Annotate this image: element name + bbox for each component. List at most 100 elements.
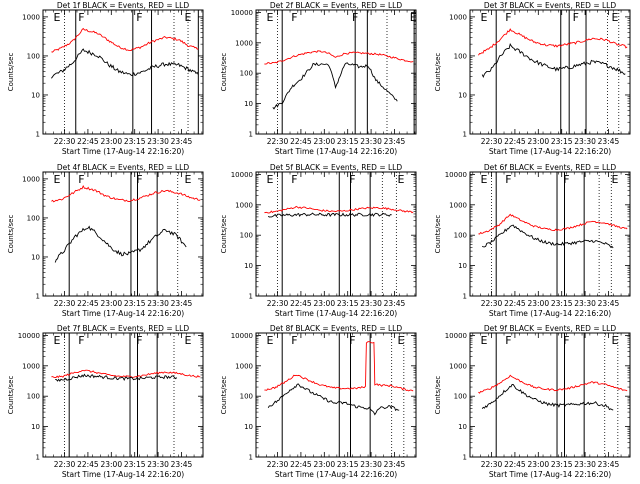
x-axis-label: Start Time (17-Aug-14 22:16:20): [275, 309, 397, 318]
y-tick-label: 1000: [22, 13, 40, 21]
x-tick-label: 23:30: [147, 137, 169, 146]
x-tick-label: 23:30: [360, 460, 382, 469]
region-label: E: [54, 173, 61, 186]
x-tick-label: 23:15: [551, 460, 573, 469]
y-axis-label: Counts/sec: [7, 376, 15, 415]
x-tick-label: 23:15: [337, 137, 359, 146]
region-label: E: [481, 173, 488, 186]
y-tick-label: 10000: [445, 171, 467, 179]
plot-frame: [469, 332, 631, 458]
x-tick-label: 23:15: [551, 137, 573, 146]
y-tick-label: 1: [249, 454, 253, 462]
y-tick-label: 100: [240, 70, 253, 78]
region-label: F: [505, 173, 511, 186]
region-label: F: [78, 173, 84, 186]
x-tick-label: 23:30: [574, 299, 596, 308]
panel-det-7: Det 7f BLACK = Events, RED = LLD Counts/s…: [7, 324, 204, 479]
x-tick-label: 23:30: [574, 460, 596, 469]
y-tick-label: 1000: [235, 362, 253, 370]
region-label: F: [349, 173, 355, 186]
y-tick-label: 10000: [231, 171, 253, 179]
y-axis-label: Counts/sec: [220, 215, 228, 254]
series-events-black: [267, 383, 400, 416]
panel-det-1: Det 1f BLACK = Events, RED = LLD Counts/s…: [7, 1, 204, 156]
y-tick-label: 10: [458, 262, 467, 270]
x-tick-label: 22:45: [504, 137, 526, 146]
y-tick-label: 10: [31, 253, 40, 261]
series-events-black: [54, 225, 187, 263]
region-label: E: [481, 11, 488, 24]
x-tick-label: 23:15: [124, 299, 146, 308]
region-label: F: [505, 11, 511, 24]
region-label: E: [185, 334, 192, 347]
x-tick-label: 23:15: [124, 137, 146, 146]
region-label: E: [398, 334, 405, 347]
region-label: F: [563, 173, 569, 186]
x-tick-label: 23:15: [551, 299, 573, 308]
x-axis-label: Start Time (17-Aug-14 22:16:20): [62, 470, 184, 479]
plot-frame: [255, 332, 417, 458]
x-tick-label: 22:45: [290, 460, 312, 469]
region-label: F: [349, 334, 355, 347]
y-tick-label: 100: [27, 393, 40, 401]
x-tick-label: 23:45: [384, 460, 406, 469]
panel-det-8: Det 8f BLACK = Events, RED = LLD Counts/s…: [220, 324, 417, 479]
x-tick-label: 23:30: [360, 137, 382, 146]
x-tick-label: 22:45: [77, 137, 99, 146]
region-label: E: [267, 173, 274, 186]
region-label: E: [54, 11, 61, 24]
panel-title: Det 8f BLACK = Events, RED = LLD: [270, 324, 403, 333]
y-tick-label: 10: [244, 262, 253, 270]
y-tick-label: 1: [463, 293, 467, 301]
y-tick-label: 1000: [449, 362, 467, 370]
x-tick-label: 23:15: [124, 460, 146, 469]
x-tick-label: 23:45: [598, 460, 620, 469]
y-tick-label: 100: [454, 232, 467, 240]
x-tick-label: 23:00: [100, 137, 122, 146]
x-tick-label: 23:00: [527, 299, 549, 308]
region-label: F: [78, 334, 84, 347]
region-label: E: [481, 334, 488, 347]
y-tick-label: 1: [36, 454, 40, 462]
panel-det-5: Det 5f BLACK = Events, RED = LLD Counts/s…: [220, 163, 417, 318]
y-tick-label: 1: [463, 131, 467, 139]
x-tick-label: 23:45: [598, 299, 620, 308]
series-lld-red: [264, 341, 414, 392]
panel-title: Det 3f BLACK = Events, RED = LLD: [484, 1, 617, 10]
y-tick-label: 1000: [22, 362, 40, 370]
y-tick-label: 1: [249, 293, 253, 301]
y-tick-label: 100: [240, 232, 253, 240]
x-tick-label: 23:00: [313, 299, 335, 308]
y-tick-label: 1000: [235, 39, 253, 47]
x-tick-label: 22:45: [290, 137, 312, 146]
series-lld-red: [51, 27, 199, 53]
series-events-black: [267, 212, 392, 218]
series-lld-red: [51, 369, 201, 379]
region-label: E: [185, 11, 192, 24]
x-tick-label: 23:45: [598, 137, 620, 146]
region-label: F: [563, 334, 569, 347]
y-tick-label: 1: [249, 131, 253, 139]
region-label: E: [398, 173, 405, 186]
y-tick-label: 100: [27, 214, 40, 222]
x-tick-label: 22:30: [54, 137, 76, 146]
x-tick-label: 22:30: [54, 460, 76, 469]
series-lld-red: [51, 184, 201, 203]
x-tick-label: 22:30: [54, 299, 76, 308]
x-axis-label: Start Time (17-Aug-14 22:16:20): [489, 470, 611, 479]
panel-title: Det 2f BLACK = Events, RED = LLD: [270, 1, 403, 10]
panel-title: Det 9f BLACK = Events, RED = LLD: [484, 324, 617, 333]
region-label: F: [136, 173, 142, 186]
x-tick-label: 23:00: [313, 137, 335, 146]
x-tick-label: 22:30: [267, 137, 289, 146]
x-tick-label: 23:00: [313, 460, 335, 469]
x-tick-label: 23:00: [527, 137, 549, 146]
y-tick-label: 10: [244, 423, 253, 431]
x-tick-label: 23:30: [147, 460, 169, 469]
x-axis-label: Start Time (17-Aug-14 22:16:20): [62, 309, 184, 318]
y-axis-label: Counts/sec: [434, 376, 442, 415]
region-label: F: [136, 334, 142, 347]
x-tick-label: 22:45: [77, 460, 99, 469]
x-tick-label: 23:30: [360, 299, 382, 308]
y-tick-label: 10: [244, 100, 253, 108]
